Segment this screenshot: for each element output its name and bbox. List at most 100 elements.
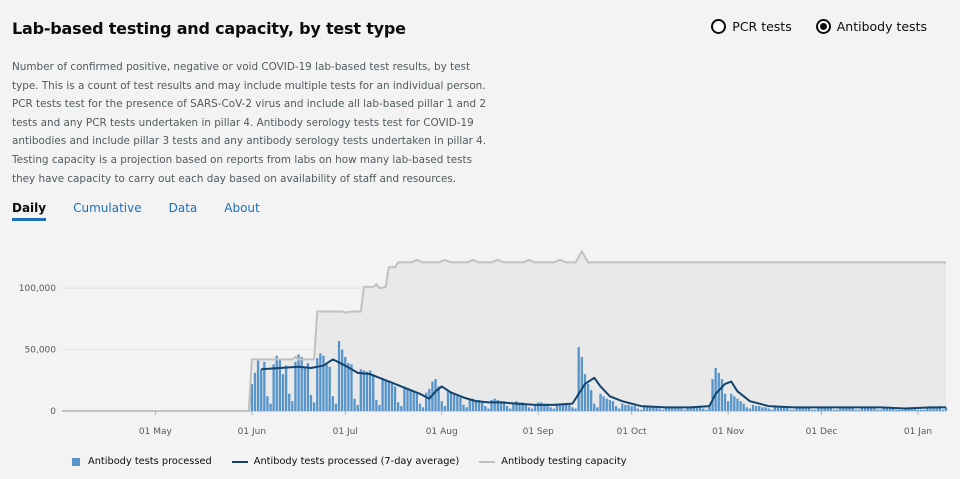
bar [714,368,717,411]
x-tick-label: 01 Dec [806,427,838,437]
tab-data[interactable]: Data [168,201,198,215]
bar [835,409,839,411]
bar [540,402,543,411]
bar [344,356,347,411]
tab-about[interactable]: About [224,201,260,215]
radio-label-antibody: Antibody tests [836,19,927,34]
bar [527,407,531,411]
bar [608,399,611,411]
legend-capacity-swatch [479,460,496,463]
bar [627,404,630,411]
bar [328,366,331,411]
bar [555,403,559,411]
bar [748,408,752,411]
capacity-line-series [62,249,946,412]
bar [281,374,285,411]
bar [702,408,705,411]
bar [923,409,926,411]
bar [353,398,356,411]
capacity-area [62,251,946,411]
bar [916,409,920,411]
bar [512,402,515,411]
bar [863,407,867,411]
bar [649,406,652,411]
radio-selected-icon[interactable] [815,19,831,34]
bar [384,380,387,411]
bar [932,407,935,411]
bar [879,409,882,411]
tab-daily[interactable]: Daily [12,201,47,221]
bar [621,403,624,411]
bar [938,406,941,411]
bar [397,402,400,411]
bar [412,391,415,411]
bar [599,393,602,411]
legend-item-average: Antibody tests processed (7-day average) [231,456,459,467]
bar [340,349,344,411]
x-tick-label: 01 Nov [712,427,745,437]
bar [552,408,555,411]
bar [356,404,359,411]
bar [362,370,366,411]
bar [826,407,829,411]
bar [418,403,422,411]
bar [670,407,674,411]
radio-antibody-tests[interactable]: Antibody tests [815,19,927,34]
bar [723,393,727,411]
bar [867,407,870,411]
radio-unselected-icon[interactable] [711,19,727,34]
legend-label: Antibody tests processed [88,456,212,467]
bar [319,353,322,411]
bar [580,356,583,411]
bar [829,407,832,411]
bar [789,409,792,411]
bar [568,404,571,411]
y-tick-label: 0 [50,407,56,417]
bar [904,408,907,411]
tab-cumulative[interactable]: Cumulative [73,201,142,215]
x-tick-label: 01 Oct [617,427,647,437]
bar [309,395,313,411]
bar [518,402,521,411]
bar [711,379,714,411]
bar [565,404,568,411]
bar [870,407,873,411]
average-line-series [261,358,946,410]
bar [736,398,739,411]
bar [481,401,484,411]
bar [505,406,509,411]
bar [465,407,468,411]
average-line [261,358,946,410]
bar [300,356,303,411]
bar [705,409,708,411]
y-tick-label: 100,000 [19,284,56,294]
bar [919,409,923,411]
bar [807,407,811,411]
bar [350,364,353,411]
bar [857,409,861,411]
bar-series [250,340,948,411]
bar [689,407,692,411]
legend-average-swatch [231,460,248,463]
bar [596,407,599,411]
bar [801,407,804,411]
bar [733,396,736,411]
bar [842,407,845,411]
bar [406,387,409,411]
bar [611,401,615,411]
x-tick-label: 01 Jul [333,427,358,437]
bar [817,407,820,411]
radio-pcr-tests[interactable]: PCR tests [711,19,792,34]
y-tick-label: 50,000 [25,346,57,356]
bar [776,407,780,411]
bar [901,409,904,411]
capacity-line [62,249,946,412]
legend-item-bars: Antibody tests processed [72,456,212,467]
chart-legend: Antibody tests processed Antibody tests … [72,456,647,467]
bar [269,403,272,411]
bar [403,386,406,411]
test-type-radio-group: PCR tests Antibody tests [711,19,927,34]
bar [680,408,683,411]
bar [297,354,300,411]
